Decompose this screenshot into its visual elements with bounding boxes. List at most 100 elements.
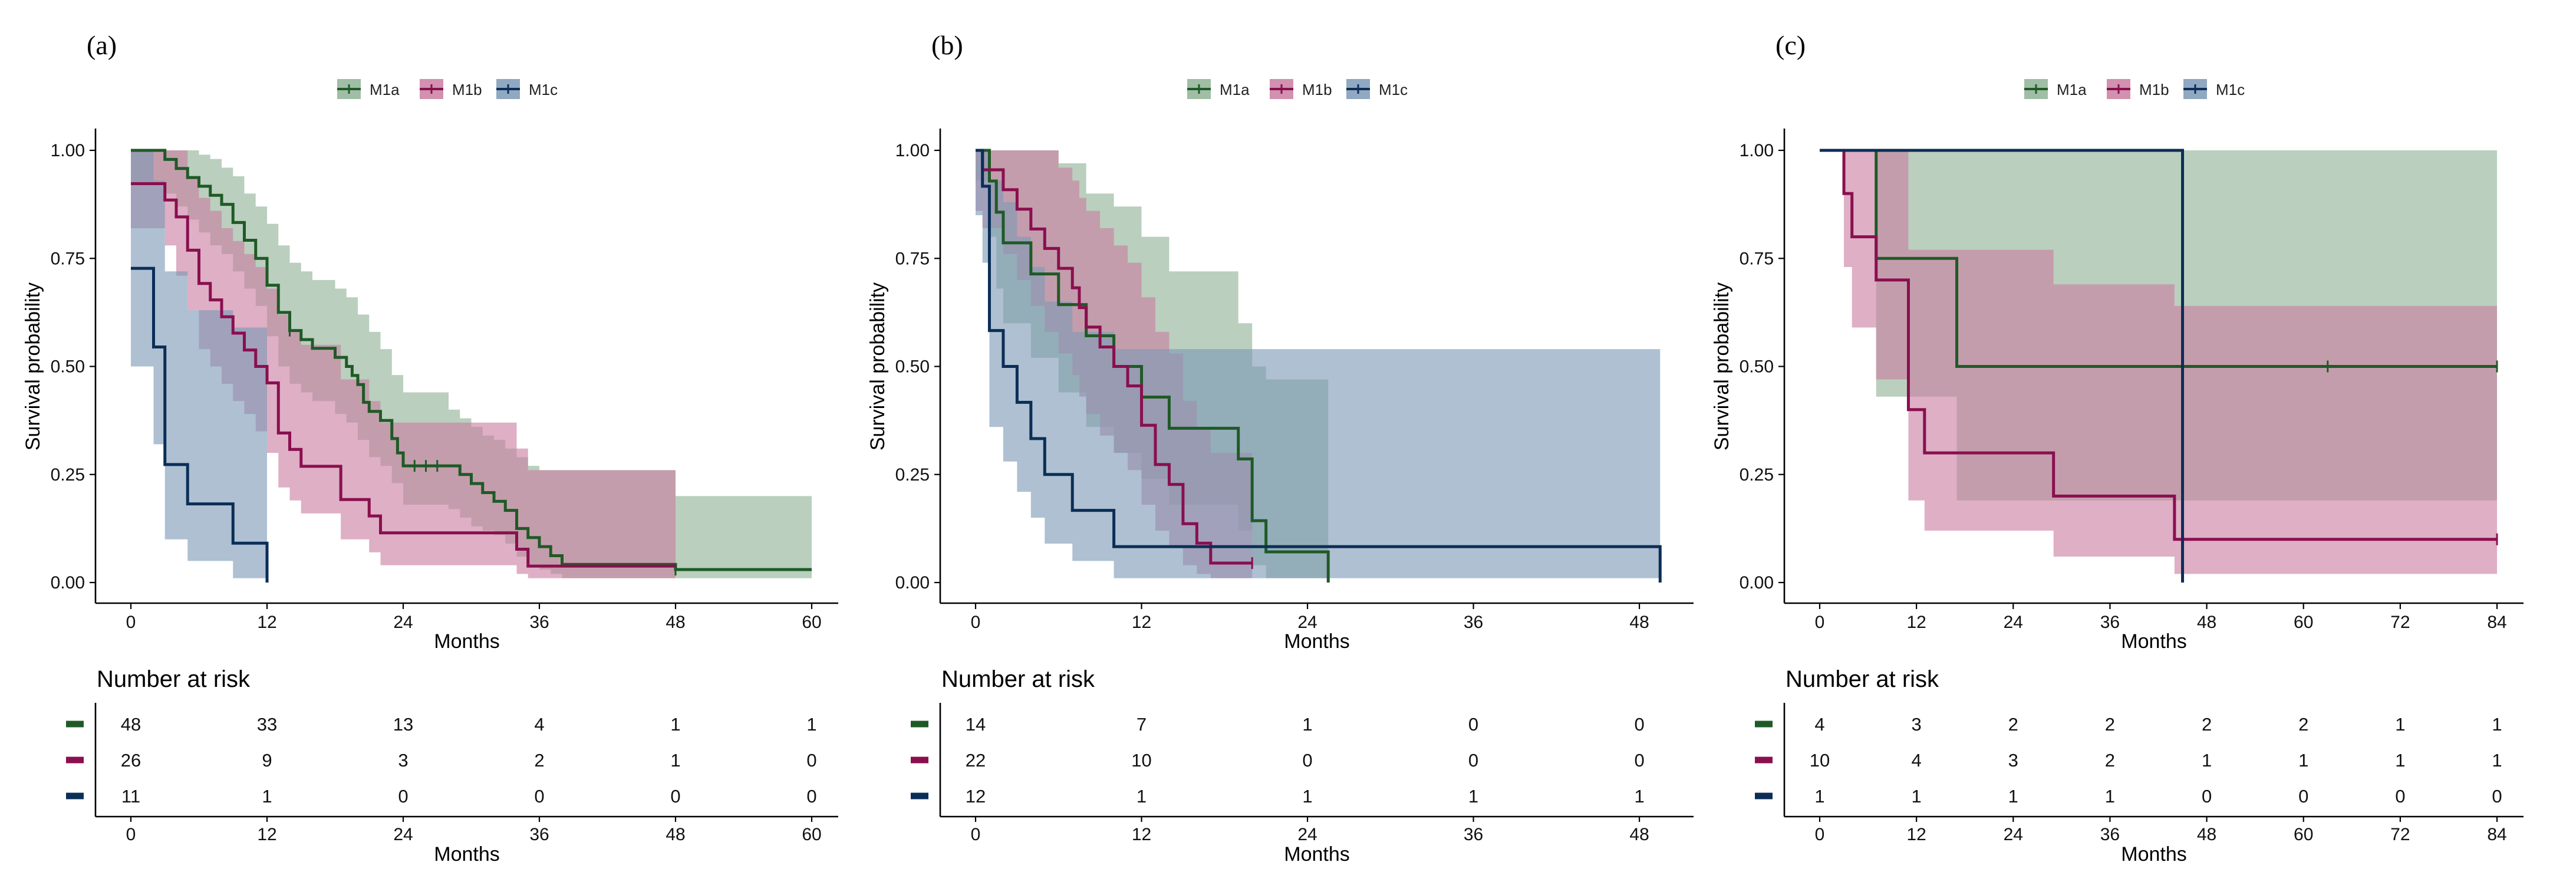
x-axis-title: Months	[434, 630, 500, 653]
y-tick-label: 0.00	[1740, 573, 1774, 593]
risk-x-tick-label: 84	[2487, 825, 2506, 844]
risk-x-axis-title: Months	[1284, 843, 1350, 866]
risk-x-tick-label: 24	[1297, 825, 1317, 844]
panel-b: (b) M1a M1b M1c 0.00 0.25 0.50 0.75 1.00 0 12 24 36 4…	[867, 30, 1694, 866]
risk-x-tick-label: 0	[126, 825, 136, 844]
risk-count: 4	[534, 714, 544, 735]
survival-curve-m1b	[976, 149, 1253, 565]
legend-item-m1a: M1a	[337, 79, 400, 99]
risk-count: 0	[2298, 786, 2308, 807]
survival-curve-m1c	[976, 149, 1662, 583]
legend-item-m1c: M1c	[1346, 79, 1408, 99]
x-tick-label: 84	[2487, 613, 2506, 632]
legend-label-m1a: M1a	[370, 81, 400, 98]
ci-band-m1b	[131, 150, 676, 578]
risk-count: 0	[670, 786, 680, 807]
risk-x-tick-label: 12	[1906, 825, 1926, 844]
ci-band-m1c	[131, 150, 267, 578]
risk-count: 0	[1468, 750, 1478, 771]
survival-curve-m1b	[131, 182, 676, 568]
risk-count: 2	[2298, 714, 2308, 735]
risk-count: 1	[2202, 750, 2212, 771]
risk-count: 26	[121, 750, 141, 771]
legend-item-m1a: M1a	[1187, 79, 1250, 99]
x-tick-label: 36	[529, 613, 549, 632]
risk-x-axis-title: Months	[434, 843, 500, 866]
risk-count: 1	[2395, 750, 2405, 771]
x-axis-title: Months	[2121, 630, 2187, 653]
risk-count: 12	[966, 786, 986, 807]
y-tick-label: 0.25	[895, 465, 930, 485]
y-tick-label: 0.25	[51, 465, 85, 485]
ci-band-m1c	[976, 150, 1661, 578]
x-tick-label: 24	[1297, 613, 1317, 632]
risk-count: 0	[2202, 786, 2212, 807]
risk-count: 1	[1302, 786, 1312, 807]
x-tick-label: 0	[1815, 613, 1825, 632]
risk-x-tick-label: 12	[1132, 825, 1151, 844]
y-axis-title: Survival probability	[1711, 282, 1733, 450]
risk-count: 3	[2008, 750, 2018, 771]
legend-label-m1b: M1b	[2139, 81, 2169, 98]
legend-item-m1a: M1a	[2024, 79, 2087, 99]
risk-count: 0	[534, 786, 544, 807]
risk-x-tick-label: 36	[529, 825, 549, 844]
risk-count: 1	[1814, 786, 1824, 807]
risk-table-title: Number at risk	[97, 666, 251, 692]
risk-x-tick-label: 48	[1629, 825, 1649, 844]
ci-band-m1b	[1844, 150, 2497, 574]
legend: M1a M1b M1c	[337, 79, 558, 99]
legend-item-m1b: M1b	[420, 79, 482, 99]
risk-count: 1	[1912, 786, 1922, 807]
risk-x-axis-title: Months	[2121, 843, 2187, 866]
risk-count: 10	[1131, 750, 1151, 771]
legend-item-m1b: M1b	[1270, 79, 1332, 99]
risk-x-tick-label: 0	[971, 825, 981, 844]
x-tick-label: 60	[2294, 613, 2313, 632]
panel-label: (c)	[1775, 30, 1806, 60]
risk-count: 1	[670, 714, 680, 735]
legend: M1a M1b M1c	[2024, 79, 2245, 99]
risk-count: 0	[2395, 786, 2405, 807]
risk-count: 11	[121, 786, 140, 807]
survival-curve-m1a	[976, 149, 1330, 583]
legend-label-m1a: M1a	[2057, 81, 2087, 98]
survival-curve-m1a	[131, 149, 812, 571]
risk-count: 1	[262, 786, 272, 807]
risk-count: 1	[2492, 750, 2502, 771]
legend-item-m1b: M1b	[2107, 79, 2169, 99]
risk-x-tick-label: 60	[802, 825, 821, 844]
risk-count: 0	[1634, 750, 1644, 771]
y-tick-label: 1.00	[51, 141, 85, 160]
legend-item-m1c: M1c	[2183, 79, 2245, 99]
y-tick-label: 0.50	[51, 357, 85, 377]
risk-count: 10	[1810, 750, 1830, 771]
risk-count: 0	[2492, 786, 2502, 807]
risk-count: 1	[1302, 714, 1312, 735]
survival-curve-m1c	[131, 267, 269, 583]
x-tick-label: 24	[2004, 613, 2023, 632]
risk-count: 2	[534, 750, 544, 771]
x-axis-title: Months	[1284, 630, 1350, 653]
risk-count: 1	[1634, 786, 1644, 807]
risk-count: 4	[1814, 714, 1824, 735]
risk-count: 0	[398, 786, 408, 807]
y-tick-label: 0.25	[1740, 465, 1774, 485]
x-tick-label: 48	[2197, 613, 2216, 632]
legend-label-m1c: M1c	[529, 81, 558, 98]
risk-x-tick-label: 12	[257, 825, 276, 844]
risk-count: 7	[1137, 714, 1147, 735]
risk-count: 1	[2492, 714, 2502, 735]
x-tick-label: 24	[393, 613, 413, 632]
risk-x-tick-label: 60	[2294, 825, 2313, 844]
risk-count: 2	[2105, 714, 2115, 735]
risk-count: 4	[1912, 750, 1922, 771]
risk-count: 0	[806, 750, 816, 771]
risk-count: 1	[1468, 786, 1478, 807]
risk-count: 2	[2202, 714, 2212, 735]
y-tick-label: 0.00	[51, 573, 85, 593]
risk-x-tick-label: 48	[2197, 825, 2216, 844]
risk-count: 13	[393, 714, 413, 735]
